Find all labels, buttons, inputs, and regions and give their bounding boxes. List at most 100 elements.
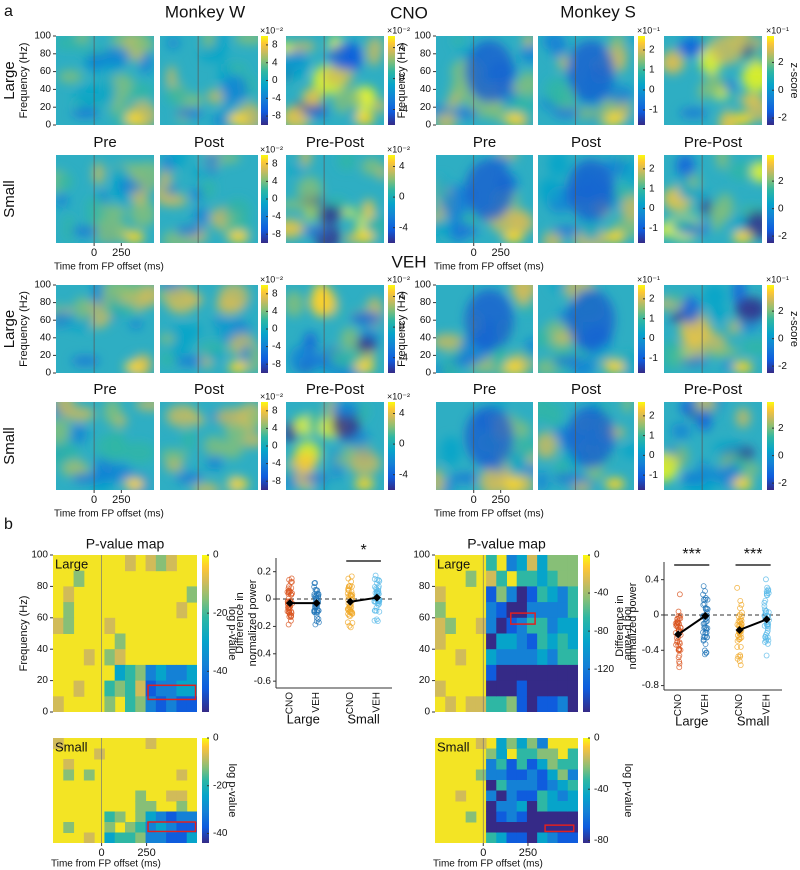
colorbar-tick-label: 0 — [272, 324, 278, 335]
colorbar — [638, 402, 645, 490]
colorbar-tick-label: -4 — [272, 211, 281, 222]
blob — [696, 408, 713, 432]
colorbar-exponent: ×10⁻² — [387, 144, 410, 154]
blob — [627, 36, 634, 48]
x-tick-label: 250 — [137, 847, 155, 859]
colorbar-tick-label: -4 — [399, 469, 408, 480]
blob — [286, 54, 310, 79]
p-map-cell — [567, 822, 578, 833]
p-map-cell — [537, 780, 548, 791]
p-map-cell — [557, 822, 569, 833]
p-map-cell — [166, 555, 177, 572]
p-map-cell — [486, 633, 497, 650]
colorbar-tick-label: -120 — [594, 664, 614, 675]
p-map-cell — [547, 570, 559, 587]
colorbar-tick-label: 4 — [272, 423, 278, 434]
p-map-cell — [486, 801, 497, 812]
p-map-cell — [547, 617, 559, 634]
blob — [354, 113, 375, 125]
p-map-cell — [496, 811, 507, 823]
blob — [175, 108, 204, 118]
blob — [354, 478, 375, 490]
colorbar-tick-label: -4 — [272, 93, 281, 104]
blob — [56, 417, 71, 445]
p-map-cell — [557, 769, 569, 781]
scatter-point — [311, 583, 318, 590]
scatter-point — [674, 618, 680, 625]
p-map-cell — [537, 801, 548, 812]
blob — [609, 36, 626, 47]
y-tick-label: 0 — [653, 610, 659, 621]
y-tick-label: 60 — [40, 315, 52, 326]
blob — [436, 175, 448, 204]
x-axis-label: Time from FP offset (ms) — [54, 262, 164, 273]
blob — [698, 84, 710, 100]
p-map-cell — [145, 738, 157, 749]
y-tick-label: 20 — [420, 102, 432, 113]
heatmap — [286, 36, 384, 125]
p-map-cell — [516, 633, 528, 650]
colorbar-exponent: ×10⁻² — [387, 391, 410, 401]
p-map-cell — [516, 586, 528, 603]
scatter-point — [762, 609, 769, 616]
blob — [701, 197, 712, 216]
p-map-cell — [83, 649, 95, 666]
heatmap-blobs — [56, 285, 154, 373]
y-tick-label: 40 — [40, 84, 52, 95]
y-tick-label: 80 — [420, 297, 432, 308]
blob — [124, 478, 145, 490]
p-map-cell — [567, 780, 578, 791]
blob — [478, 468, 503, 490]
blob — [58, 70, 83, 84]
p-map-cell — [186, 586, 197, 603]
heatmap-blobs — [160, 285, 258, 373]
p-map-cell — [496, 586, 507, 603]
blob — [127, 82, 154, 103]
colorbar-tick-label: 1 — [649, 183, 655, 194]
heatmap — [664, 155, 762, 243]
blob — [86, 52, 106, 71]
p-map-cell — [486, 811, 497, 823]
blob — [572, 106, 599, 120]
colorbar-tick-label: -4 — [399, 104, 408, 115]
p-map-cell — [83, 832, 95, 843]
p-map-cell — [516, 570, 528, 587]
colorbar-exponent: ×10⁻¹ — [637, 274, 660, 284]
size-label: Small — [1, 180, 18, 218]
colorbar-tick-label: 0 — [399, 322, 405, 333]
p-map-cell — [506, 586, 518, 603]
blob — [361, 158, 383, 176]
y-tick-label: 80 — [40, 48, 52, 59]
blob — [538, 471, 549, 490]
y-tick-label: 60 — [420, 66, 432, 77]
heatmap-blobs — [538, 285, 634, 373]
size-label: Small — [437, 739, 470, 754]
p-map-cell — [486, 759, 497, 770]
p-map-cell — [176, 811, 188, 823]
scatter-point — [702, 588, 708, 595]
p-map-cell — [486, 680, 497, 697]
blob — [440, 191, 468, 219]
p-map-cell — [114, 832, 126, 843]
p-map-cell — [155, 811, 167, 823]
x-tick-label: 250 — [112, 247, 130, 259]
p-map-cell — [145, 822, 157, 833]
colorbar-tick-label: 0 — [399, 73, 405, 84]
mean-line — [677, 615, 706, 636]
mean-marker — [674, 630, 683, 639]
blob — [71, 108, 100, 118]
heatmap-blobs — [436, 402, 533, 490]
p-map-cell — [567, 555, 578, 572]
p-map-cell — [516, 664, 528, 682]
heatmap — [436, 402, 533, 490]
colorbar-label: z-score — [788, 62, 800, 98]
scatter-point — [734, 644, 741, 650]
scatter-point — [762, 631, 769, 638]
p-map-cell — [547, 822, 559, 833]
colorbar-tick-label: 0 — [272, 194, 278, 205]
colorbar-tick-label: 2 — [778, 57, 784, 68]
p-map-cell — [63, 822, 75, 833]
p-map-cell — [557, 790, 569, 802]
scatter-point — [700, 583, 707, 590]
